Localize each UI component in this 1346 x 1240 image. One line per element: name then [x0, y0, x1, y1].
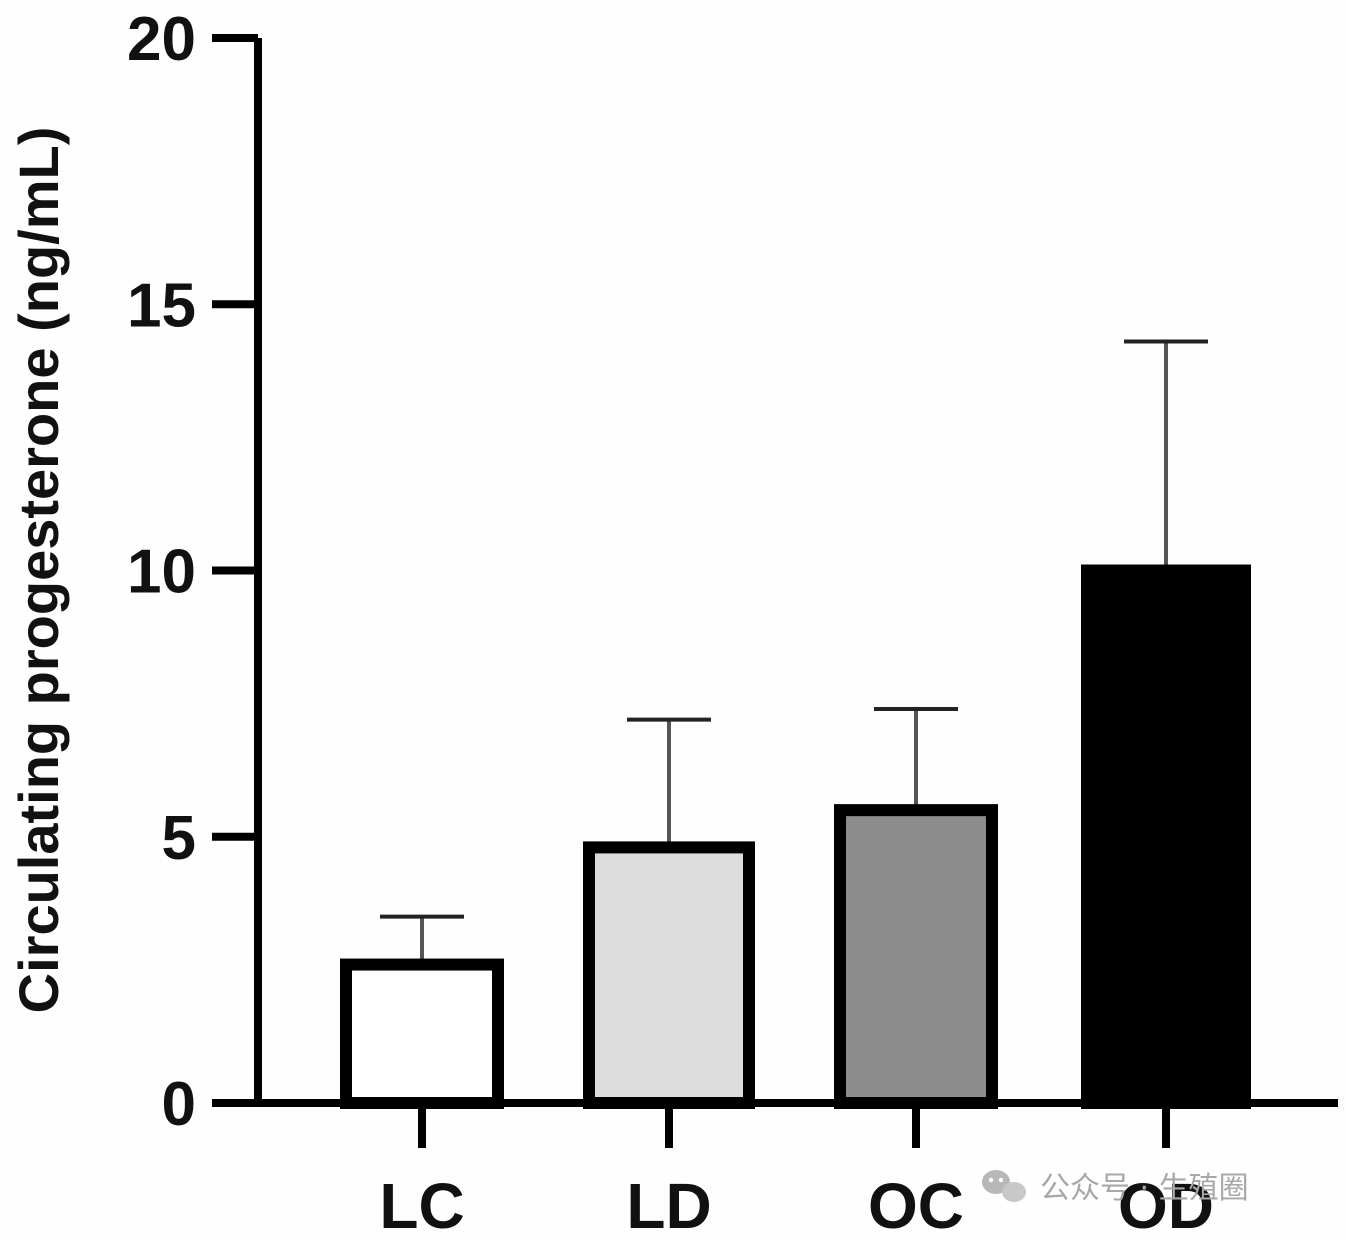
watermark-text: 公众号 · 生殖圈: [1040, 1171, 1249, 1206]
y-tick-label: 15: [127, 271, 196, 340]
x-tick-label: OC: [868, 1170, 964, 1240]
x-tick-label: OD: [1118, 1170, 1214, 1240]
y-tick-label: 5: [162, 804, 196, 873]
bar-ld: [583, 841, 755, 1110]
x-tick-label: LC: [379, 1170, 464, 1240]
bars: LC LD OC OD: [340, 339, 1251, 1240]
bar-od: [1081, 564, 1251, 1109]
y-tick-label: 20: [127, 5, 196, 74]
x-tick-label: LD: [626, 1170, 711, 1240]
bar-oc: [834, 804, 998, 1109]
wechat-icon: [982, 1170, 1026, 1202]
watermark: 公众号 · 生殖圈: [982, 1170, 1249, 1206]
y-tick-label: 10: [127, 538, 196, 607]
bar-lc: [340, 958, 504, 1109]
y-tick-label: 0: [162, 1070, 196, 1139]
y-axis-title: Circulating progesterone (ng/mL): [7, 127, 70, 1014]
